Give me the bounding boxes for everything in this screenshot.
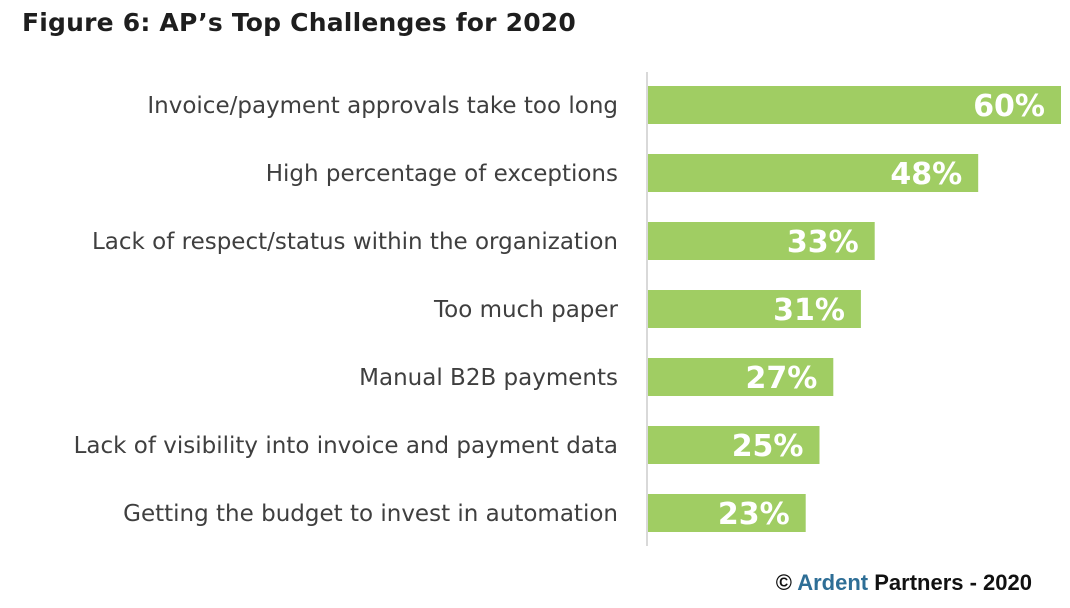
category-label: Getting the budget to invest in automati… [123, 501, 618, 527]
data-label: 27% [745, 361, 817, 396]
bar [648, 426, 820, 464]
brand-name: Ardent [797, 570, 869, 595]
data-label: 25% [732, 429, 804, 464]
bar [648, 86, 1061, 124]
data-label: 33% [787, 225, 859, 260]
copyright-symbol: © [775, 570, 792, 595]
footer-text: Partners - 2020 [874, 570, 1032, 595]
category-label: Lack of respect/status within the organi… [92, 229, 618, 255]
bar [648, 290, 861, 328]
bar [648, 358, 834, 396]
data-label: 60% [973, 89, 1045, 124]
data-label: 31% [773, 293, 845, 328]
category-label: High percentage of exceptions [266, 161, 618, 187]
data-label: 48% [890, 157, 962, 192]
bar [648, 494, 806, 532]
category-label: Invoice/payment approvals take too long [147, 93, 618, 119]
bar [648, 222, 875, 260]
chart-title: Figure 6: AP’s Top Challenges for 2020 [22, 8, 576, 37]
category-label: Manual B2B payments [359, 365, 618, 391]
category-label: Lack of visibility into invoice and paym… [74, 433, 618, 459]
data-label: 23% [718, 497, 790, 532]
copyright-footer: © Ardent Partners - 2020 [776, 570, 1032, 596]
bar [648, 154, 979, 192]
category-label: Too much paper [433, 297, 619, 323]
